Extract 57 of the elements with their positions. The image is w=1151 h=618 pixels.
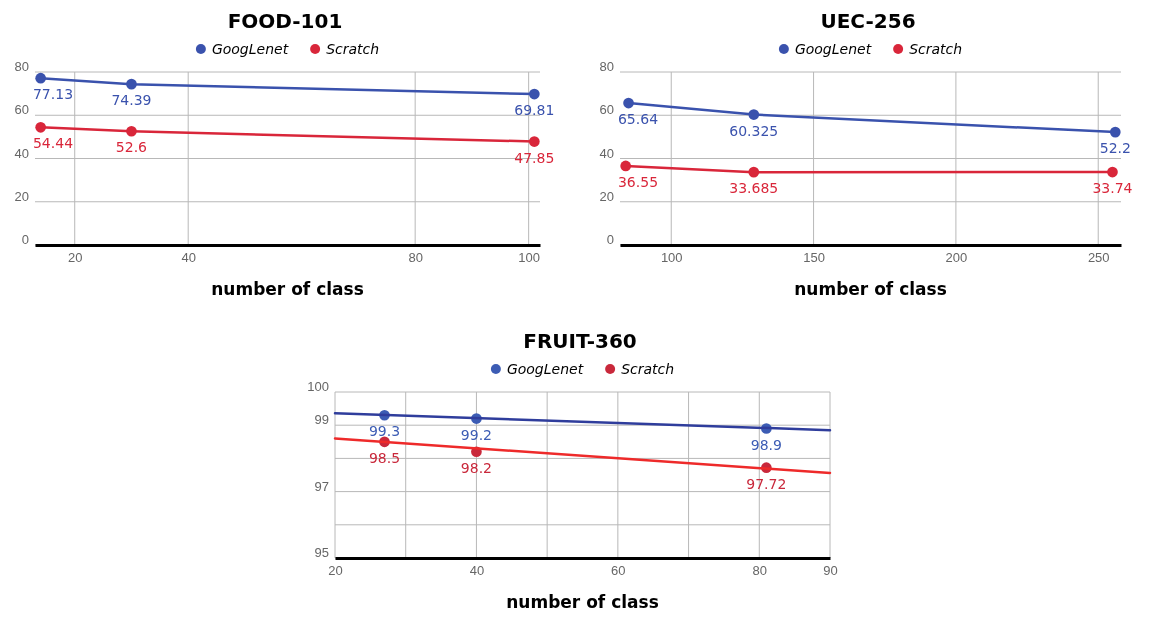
x-tick-label: 100 — [660, 250, 683, 266]
x-tick-label: 60 — [611, 563, 626, 579]
y-tick-label: 20 — [14, 188, 29, 204]
chart-title: UEC-256 — [820, 9, 916, 33]
legend-label: GoogLenet — [506, 361, 584, 377]
data-label: 54.44 — [32, 135, 74, 152]
data-label: 60.325 — [729, 122, 779, 139]
x-tick-label: 250 — [1087, 250, 1110, 266]
x-tick-label: 80 — [752, 563, 768, 579]
data-label: 98.9 — [750, 436, 782, 453]
y-tick-label: 20 — [599, 188, 614, 204]
data-label: 99.2 — [460, 426, 493, 443]
x-axis-title: number of class — [794, 279, 947, 299]
y-tick-label: 80 — [599, 59, 614, 75]
data-label: 47.85 — [514, 149, 555, 166]
data-label: 98.5 — [368, 449, 401, 466]
y-tick-label: 100 — [307, 379, 329, 395]
x-tick-label: 150 — [803, 250, 825, 266]
legend-label: Scratch — [621, 361, 675, 377]
data-label: 65.64 — [617, 111, 659, 128]
y-tick-label: 60 — [599, 102, 614, 118]
data-label: 52.2 — [1099, 140, 1131, 157]
y-tick-label: 40 — [14, 145, 29, 161]
data-label: 98.2 — [460, 459, 493, 476]
data-label: 77.13 — [32, 86, 74, 103]
chart-title: FRUIT-360 — [523, 329, 637, 353]
y-tick-label: 0 — [606, 232, 614, 248]
data-label: 36.55 — [617, 173, 659, 190]
data-label: 33.74 — [1092, 180, 1133, 197]
data-label: 69.81 — [514, 102, 555, 119]
data-label: 74.39 — [111, 92, 152, 109]
data-label: 33.685 — [729, 180, 779, 197]
x-tick-label: 40 — [181, 250, 196, 266]
y-tick-label: 97 — [314, 478, 329, 494]
legend-label: GoogLenet — [211, 41, 289, 57]
x-axis-title: number of class — [211, 279, 364, 299]
data-label: 97.72 — [746, 475, 787, 492]
y-tick-label: 0 — [21, 232, 29, 248]
y-tick-label: 95 — [314, 545, 329, 561]
x-tick-label: 100 — [518, 250, 540, 266]
x-tick-label: 40 — [469, 563, 485, 579]
x-tick-label: 20 — [67, 250, 83, 266]
data-label: 99.3 — [368, 423, 401, 440]
legend-label: GoogLenet — [794, 41, 872, 57]
legend-label: Scratch — [909, 41, 963, 57]
x-tick-label: 200 — [945, 250, 968, 266]
x-tick-label: 20 — [328, 563, 343, 579]
y-tick-label: 60 — [14, 102, 29, 118]
y-tick-label: 80 — [14, 59, 29, 75]
x-tick-label: 90 — [823, 563, 838, 579]
legend-label: Scratch — [326, 41, 380, 57]
x-tick-label: 80 — [408, 250, 423, 266]
x-axis-title: number of class — [506, 592, 659, 612]
chart-title: FOOD-101 — [227, 9, 343, 33]
y-tick-label: 40 — [599, 145, 614, 161]
y-tick-label: 99 — [314, 412, 329, 428]
data-label: 52.6 — [115, 139, 148, 156]
